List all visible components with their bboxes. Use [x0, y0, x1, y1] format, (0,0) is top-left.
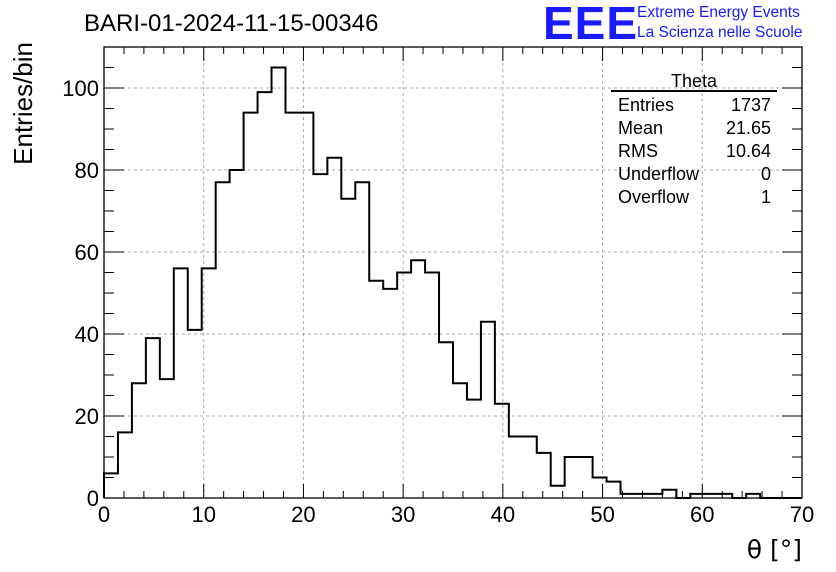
stats-label: Mean	[618, 118, 664, 138]
x-axis-label: θ [°]	[747, 535, 802, 564]
x-tick-label: 50	[590, 502, 614, 527]
logo-line1: Extreme Energy Events	[637, 4, 800, 21]
y-tick-label: 40	[75, 322, 99, 347]
x-tick-label: 30	[391, 502, 415, 527]
stats-row-underflow: Underflow 0	[611, 163, 777, 186]
histogram-line	[103, 66, 802, 499]
x-tick-label: 70	[790, 502, 814, 527]
stats-name: Theta	[611, 72, 777, 92]
axis-ticks	[103, 46, 803, 499]
plot-title: BARI-01-2024-11-15-00346	[84, 10, 379, 37]
stats-box: Theta Entries 1737 Mean 21.65 RMS 10.64 Underf…	[611, 72, 777, 209]
stats-label: Overflow	[618, 187, 690, 207]
x-tick-label: 20	[291, 502, 315, 527]
logo-line2: La Scienza nelle Scuole	[637, 24, 803, 41]
y-axis-label: Entries/bin	[8, 42, 38, 165]
y-tick-label: 60	[75, 240, 99, 265]
stats-row-mean: Mean 21.65	[611, 117, 777, 140]
stats-value: 1737	[730, 95, 771, 115]
histogram-steps	[103, 66, 802, 499]
stats-value: 0	[760, 164, 771, 184]
eee-logo: EEE	[543, 0, 639, 49]
stats-value: 1	[760, 187, 771, 207]
stats-label: Entries	[618, 95, 675, 115]
x-tick-label: 0	[98, 502, 110, 527]
y-tick-label: 100	[62, 76, 99, 101]
stats-label: RMS	[618, 141, 658, 161]
grid-lines	[104, 47, 802, 498]
x-tick-label: 40	[491, 502, 515, 527]
stats-row-overflow: Overflow 1	[611, 186, 777, 209]
stats-value: 10.64	[725, 141, 771, 161]
stats-row-entries: Entries 1737	[611, 94, 777, 117]
x-tick-label: 60	[690, 502, 714, 527]
y-tick-label: 0	[87, 486, 99, 511]
logo-caption: Extreme Energy Events La Scienza nelle S…	[637, 3, 802, 43]
x-tick-label: 10	[191, 502, 215, 527]
y-tick-label: 20	[75, 404, 99, 429]
stats-row-rms: RMS 10.64	[611, 140, 777, 163]
y-tick-label: 80	[75, 158, 99, 183]
stats-value: 21.65	[725, 118, 771, 138]
stats-label: Underflow	[618, 164, 700, 184]
